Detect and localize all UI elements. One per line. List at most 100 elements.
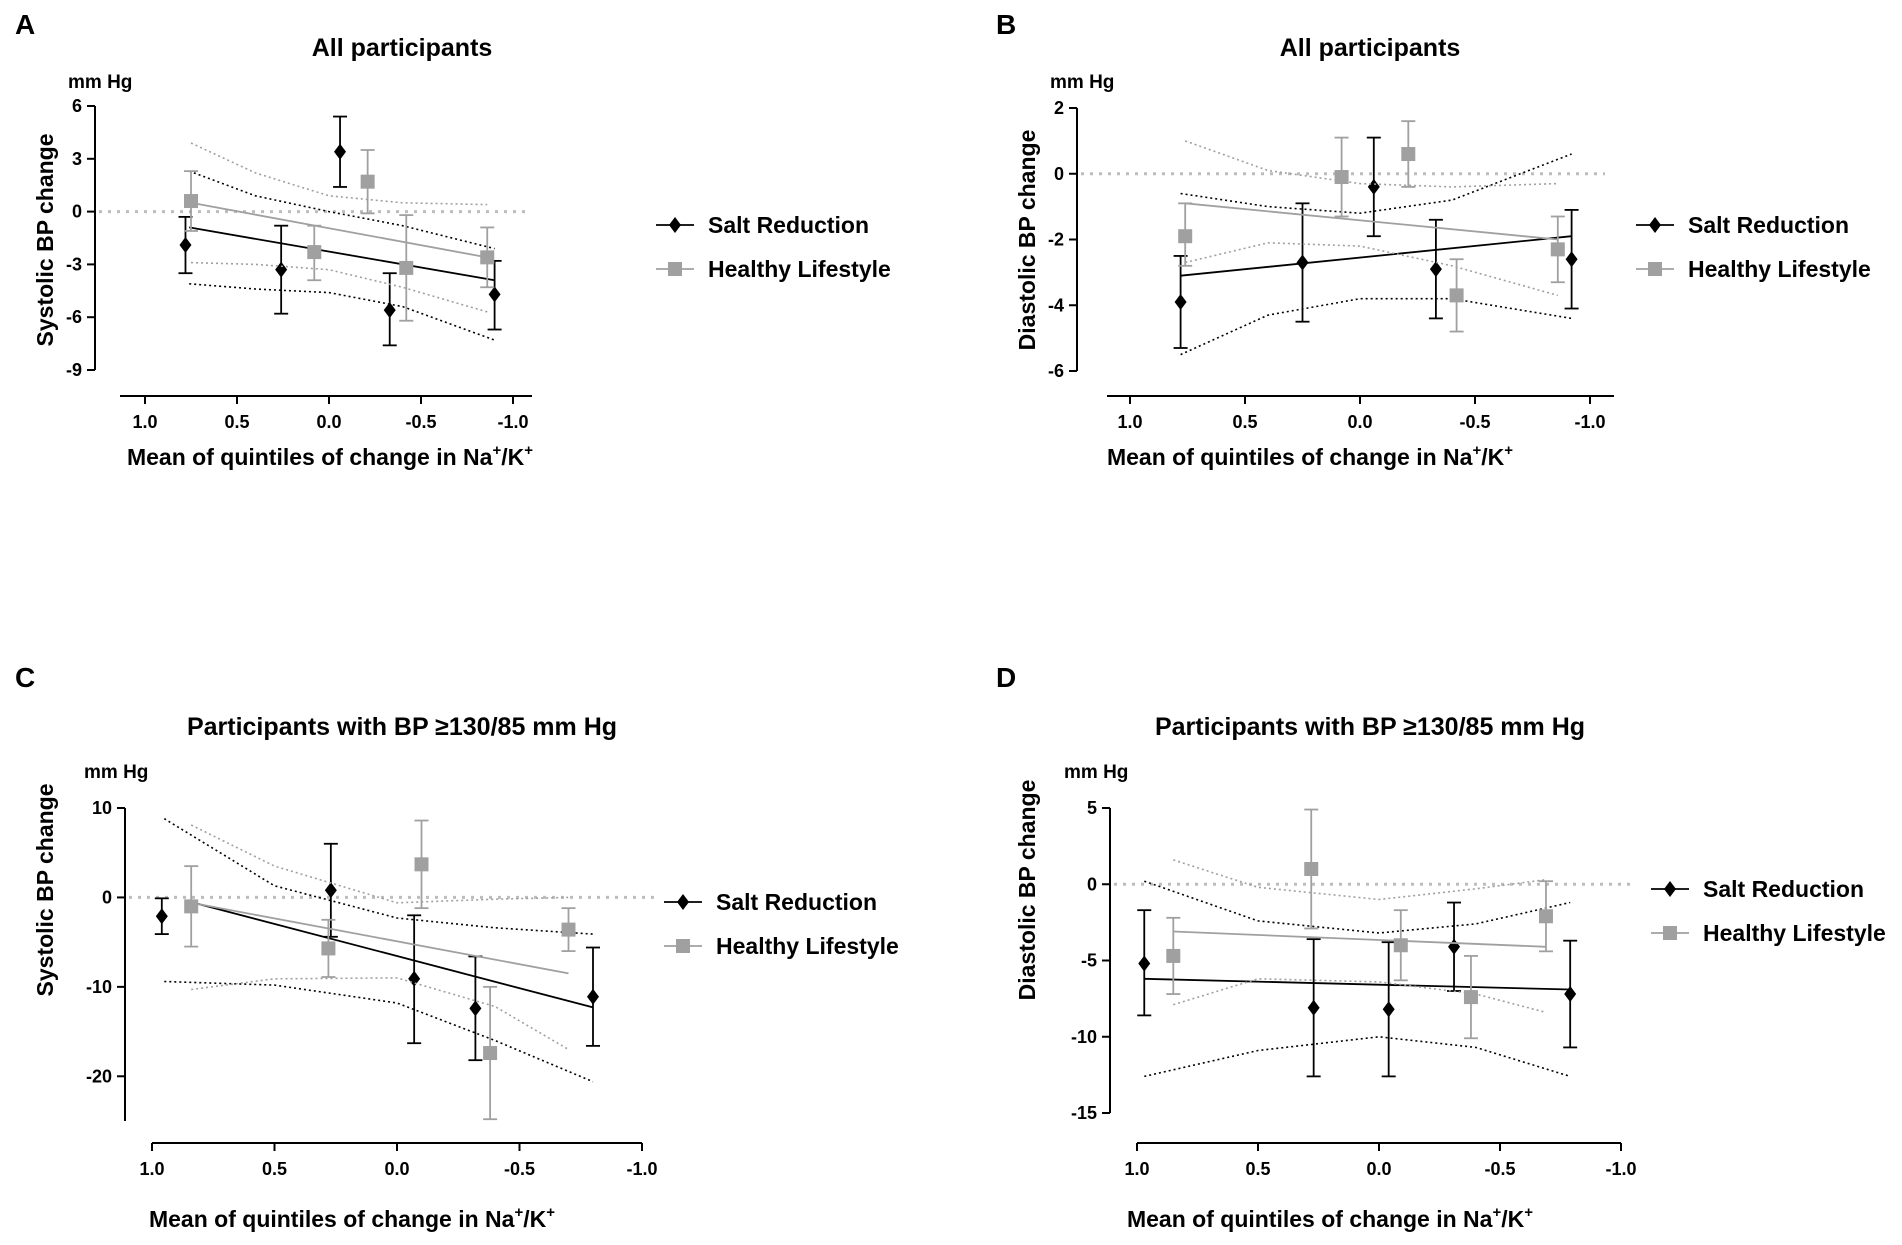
x-tick-label: -0.5 [1484,1159,1515,1179]
x-axis-label-mid: /K [501,444,524,470]
data-point-diamond [1138,955,1151,972]
legend: Salt Reduction Healthy Lifestyle [664,889,899,959]
regression-line [1144,977,1571,991]
ci-band-upper [188,170,495,250]
chart-title: All participants [312,34,493,62]
data-point-square [360,174,375,189]
x-axis-label-sup: + [514,1204,523,1221]
x-axis-label-sup: + [492,442,501,459]
y-tick-label: -15 [1071,1103,1097,1123]
data-point-diamond [155,908,168,925]
data-point-diamond [1174,293,1187,310]
data-point-square [1304,862,1319,876]
y-tick-label: -6 [66,307,82,327]
chart-title: All participants [1280,34,1461,62]
data-point-square [414,857,429,872]
x-axis-label-sup: + [546,1204,555,1221]
legend-marker-square [676,939,690,953]
series-salt-reduction [1137,880,1578,1078]
regression-line [1185,202,1558,241]
data-point-square [561,922,576,937]
data-point-diamond [179,237,192,254]
y-tick-label: 0 [1054,164,1064,184]
data-point-diamond [408,970,421,987]
ci-band-upper [190,142,488,206]
x-tick-label: -1.0 [1574,412,1605,432]
chart-title: Participants with BP ≥130/85 mm Hg [187,713,617,741]
x-tick-label: 1.0 [132,412,157,432]
y-tick-label: -5 [1081,951,1097,971]
data-point-square [1401,147,1416,162]
data-point-square [1550,242,1565,257]
legend-marker-square [1648,262,1662,276]
y-tick-label: -10 [1071,1027,1097,1047]
data-point-square [1334,170,1349,185]
legend-marker-diamond [669,217,681,233]
ci-band-lower [164,980,594,1083]
x-tick-label: -1.0 [1605,1159,1636,1179]
x-axis-label-text: Mean of quintiles of change in Na [1107,444,1473,470]
panel-b: B All participants mm Hg Diastolic BP chang… [996,9,1871,470]
x-tick-label: 0.0 [316,412,341,432]
ci-band-lower [1173,977,1547,1014]
x-tick-label: 0.0 [384,1159,409,1179]
data-point-diamond [324,882,337,899]
x-tick-label: -1.0 [497,412,528,432]
data-point-diamond [1296,254,1309,271]
unit-label: mm Hg [1064,762,1128,783]
regression-line [1173,930,1547,948]
x-tick-label: 0.0 [1347,412,1372,432]
series-salt-reduction [178,115,502,347]
x-tick-label: 0.5 [262,1159,287,1179]
data-point-square [321,941,336,956]
legend-label: Salt Reduction [708,212,869,238]
chart-title: Participants with BP ≥130/85 mm Hg [1155,713,1585,741]
legend-marker-diamond [1664,881,1676,897]
x-axis-label: Mean of quintiles of change in Na+/K+ [127,442,533,470]
series-healthy-lifestyle [184,819,576,1121]
legend-marker-square [1663,926,1677,940]
legend-label: Healthy Lifestyle [708,256,891,282]
data-point-diamond [1565,251,1578,268]
y-tick-label: 0 [1087,874,1097,894]
x-axis-label-text: Mean of quintiles of change in Na [1127,1206,1493,1232]
data-point-square [184,899,199,914]
y-tick-label: -10 [86,977,112,997]
regression-line [189,226,495,282]
regression-line [193,901,594,1009]
y-axis-label: Diastolic BP change [1014,780,1040,1001]
y-tick-label: -6 [1048,361,1064,381]
legend-label: Healthy Lifestyle [1703,920,1886,946]
panel-label: A [15,9,35,40]
ci-band-upper [190,824,569,904]
legend-marker-diamond [677,894,689,910]
data-point-diamond [1429,261,1442,278]
series-healthy-lifestyle [1178,120,1565,333]
legend-marker-diamond [1649,217,1661,233]
data-point-square [480,250,495,265]
ci-band-upper [1144,880,1571,934]
data-point-square [1393,938,1408,953]
regression-line [190,201,488,259]
x-tick-label: 1.0 [1124,1159,1149,1179]
x-tick-label: -0.5 [504,1159,535,1179]
y-tick-label: -20 [86,1066,112,1086]
data-point-diamond [1564,986,1577,1003]
legend: Salt Reduction Healthy Lifestyle [656,212,891,282]
legend-label: Healthy Lifestyle [1688,256,1871,282]
data-point-diamond [1307,999,1320,1016]
x-axis-label: Mean of quintiles of change in Na+/K+ [1107,442,1513,470]
y-tick-label: 0 [102,887,112,907]
x-tick-label: 1.0 [1117,412,1142,432]
panel-label: B [996,9,1016,40]
ci-band-upper [1180,153,1572,215]
y-axis-label: Systolic BP change [32,783,58,996]
x-tick-label: 0.5 [1245,1159,1270,1179]
data-point-diamond [1448,938,1461,955]
legend: Salt Reduction Healthy Lifestyle [1636,212,1871,282]
y-tick-label: 3 [72,149,82,169]
ci-band-lower [1144,1035,1571,1078]
x-tick-label: 0.0 [1366,1159,1391,1179]
series-healthy-lifestyle [184,142,495,322]
x-axis-label-mid: /K [523,1206,546,1232]
